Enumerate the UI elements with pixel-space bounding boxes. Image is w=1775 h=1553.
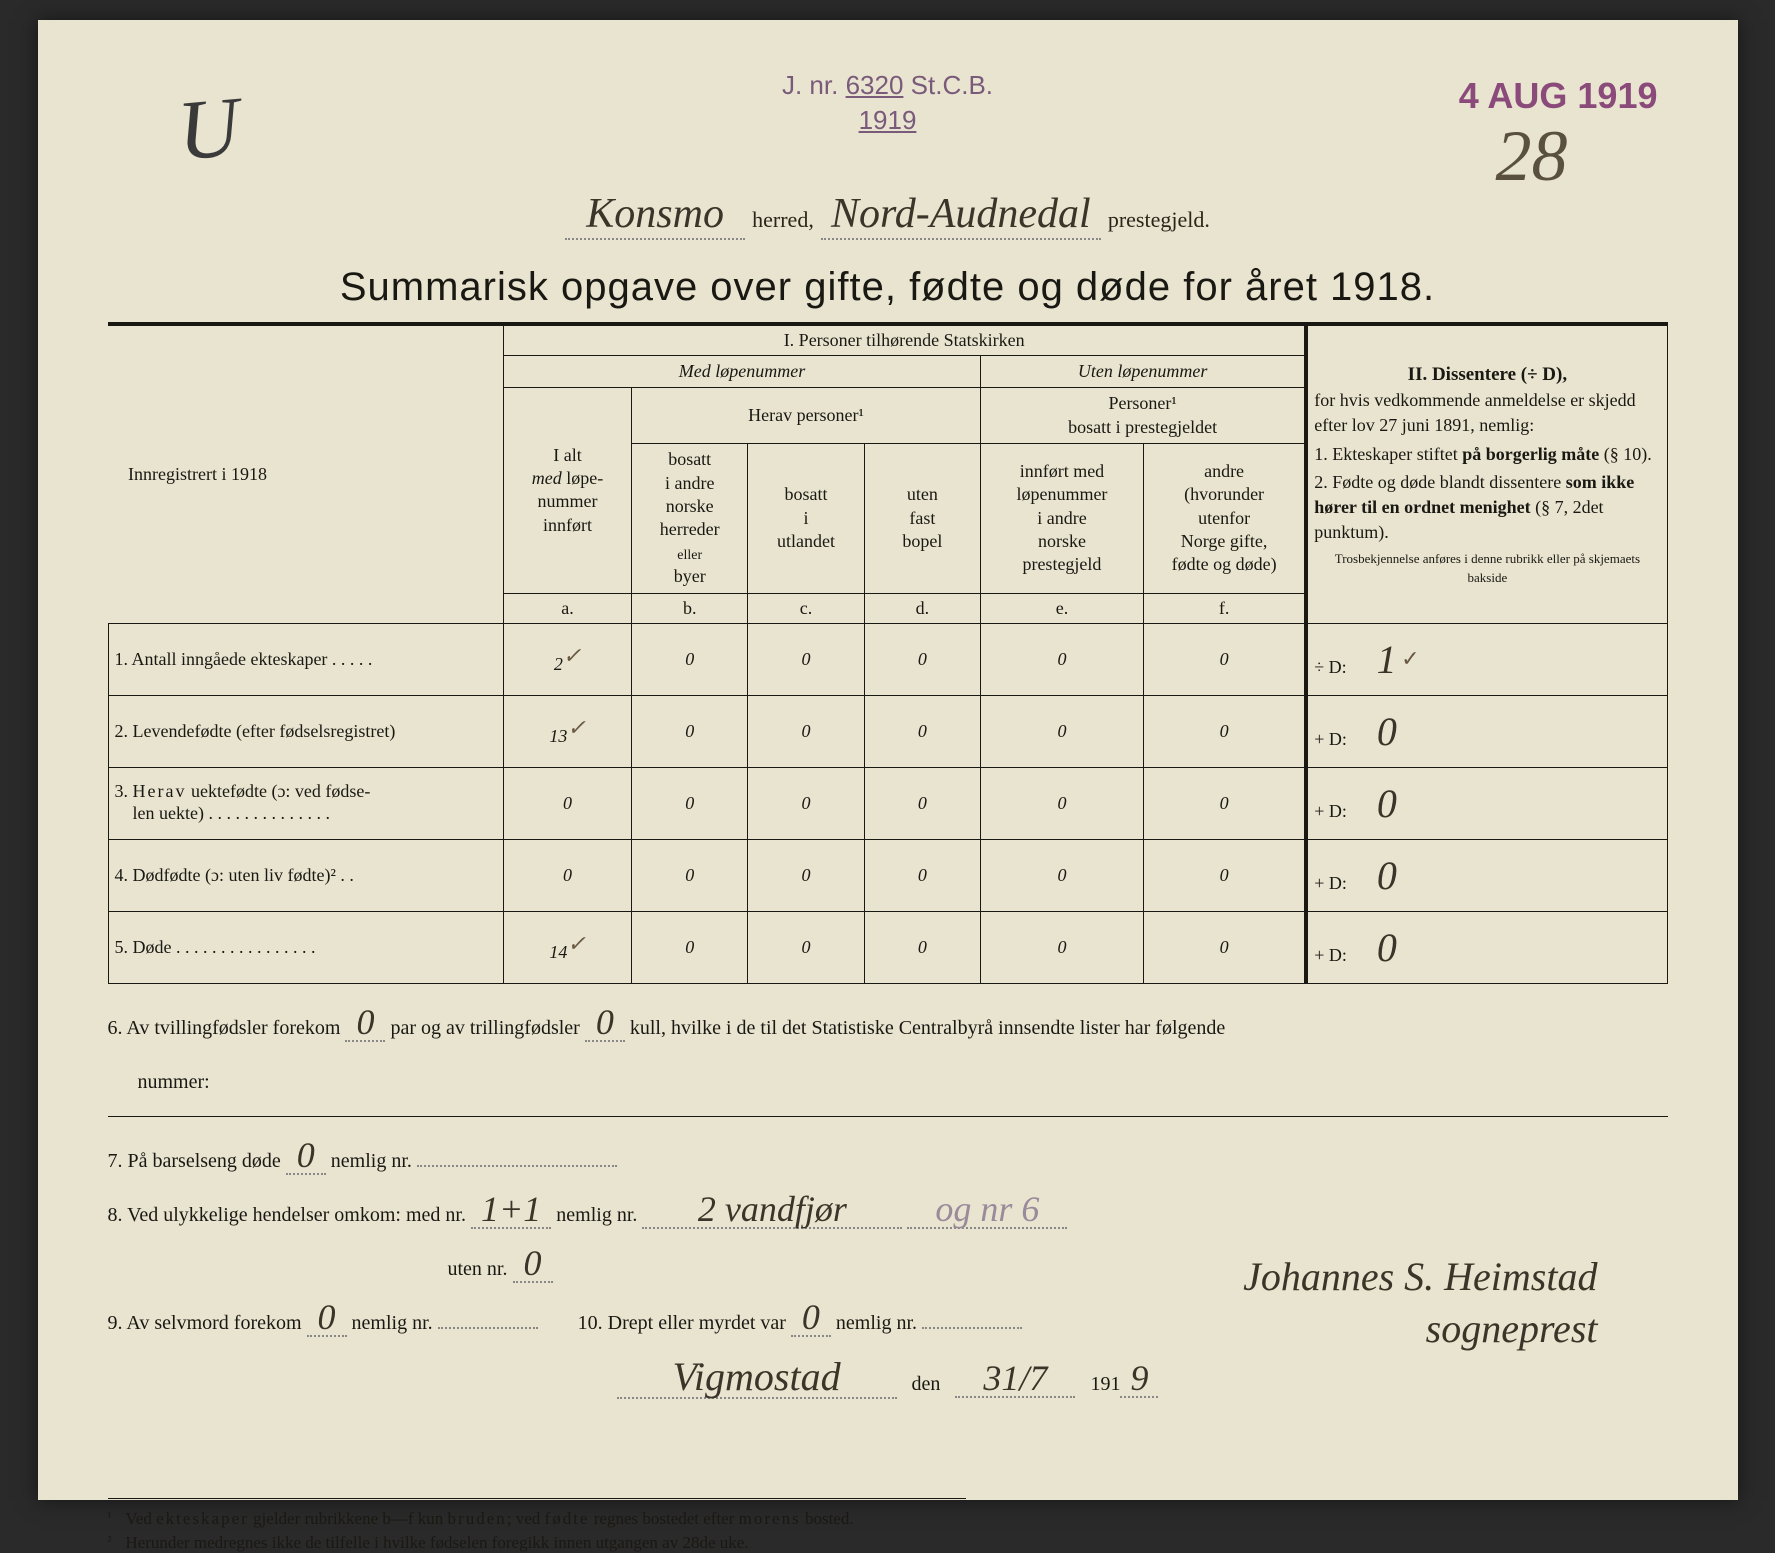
personer-bosatt-header: Personer¹bosatt i prestegjeldet	[981, 388, 1307, 444]
cell-f: 0	[1143, 839, 1306, 911]
cell-f: 0	[1143, 695, 1306, 767]
jnr-suffix: St.C.B.	[911, 70, 993, 100]
innregistrert-header: Innregistrert i 1918	[108, 326, 504, 623]
footnotes: ¹ Ved ekteskaper gjelder rubrikkene b—f …	[108, 1498, 966, 1553]
signature: Johannes S. Heimstad sogneprest	[1243, 1251, 1597, 1355]
col-f-header: andre(hvorunderutenforNorge gifte,fødte …	[1143, 444, 1306, 593]
cell-e: 0	[981, 695, 1144, 767]
cell-f: 0	[1143, 911, 1306, 983]
cell-b: 0	[632, 839, 748, 911]
dissenter-note: Trosbekjennelse anføres i denne rubrikk …	[1314, 550, 1660, 586]
cell-c: 0	[748, 839, 864, 911]
line-8: 8. Ved ulykkelige hendelser omkom: med n…	[108, 1191, 1668, 1239]
cell-d: 0	[864, 623, 980, 695]
line-6: 6. Av tvillingfødsler forekom 0 par og a…	[108, 1004, 1668, 1052]
cell-a: 13✓	[504, 695, 632, 767]
section2-header: II. Dissentere (÷ D), for hvis vedkommen…	[1306, 326, 1667, 623]
main-title: Summarisk opgave over gifte, fødte og dø…	[108, 265, 1668, 310]
cell-b: 0	[632, 695, 748, 767]
line-7: 7. På barselseng døde 0 nemlig nr.	[108, 1137, 1668, 1185]
table-row: 1. Antall inngåede ekteskaper . . . . . …	[108, 623, 1667, 695]
row-label: 5. Døde . . . . . . . . . . . . . . . .	[108, 911, 504, 983]
date-line: Vigmostad den 31/7 1919	[108, 1357, 1668, 1408]
row-label: 4. Dødfødte (ɔ: uten liv fødte)² . .	[108, 839, 504, 911]
received-date-stamp: 4 AUG 1919	[1459, 75, 1658, 117]
col-letter-d: d.	[864, 593, 980, 623]
cell-e: 0	[981, 839, 1144, 911]
med-lopenummer-header: Med løpenummer	[504, 356, 981, 388]
cell-b: 0	[632, 911, 748, 983]
main-table: Innregistrert i 1918 I. Personer tilhøre…	[108, 326, 1668, 984]
cell-dissenter: + D:0	[1306, 767, 1667, 839]
prestegjeld-value: Nord-Audnedal	[821, 190, 1101, 240]
cell-d: 0	[864, 767, 980, 839]
cell-b: 0	[632, 767, 748, 839]
cell-dissenter: + D:0	[1306, 911, 1667, 983]
cell-c: 0	[748, 911, 864, 983]
col-c-header: bosattiutlandet	[748, 444, 864, 593]
table-row: 2. Levendefødte (efter fødselsregistret)…	[108, 695, 1667, 767]
cell-d: 0	[864, 695, 980, 767]
dissenter-text: for hvis vedkommende anmeldelse er skjed…	[1314, 388, 1660, 438]
cell-c: 0	[748, 623, 864, 695]
row-label: 2. Levendefødte (efter fødselsregistret)	[108, 695, 504, 767]
cell-c: 0	[748, 767, 864, 839]
cell-dissenter: ÷ D:1 ✓	[1306, 623, 1667, 695]
col-d-header: utenfastbopel	[864, 444, 980, 593]
page-number: 28	[1496, 115, 1568, 198]
cell-d: 0	[864, 839, 980, 911]
jnr-number: 6320	[846, 70, 904, 100]
signature-title: sogneprest	[1243, 1303, 1597, 1355]
cell-f: 0	[1143, 767, 1306, 839]
journal-number-stamp: J. nr. 6320 St.C.B. 1919	[782, 70, 993, 136]
jnr-year: 1919	[782, 105, 993, 136]
jnr-label: J. nr.	[782, 70, 838, 100]
left-stamp-mark: U	[173, 78, 243, 181]
section1-header: I. Personer tilhørende Statskirken	[504, 326, 1307, 356]
herav-personer-header: Herav personer¹	[632, 388, 981, 444]
prestegjeld-label: prestegjeld.	[1108, 207, 1210, 232]
document-page: U J. nr. 6320 St.C.B. 1919 4 AUG 1919 28…	[38, 20, 1738, 1500]
cell-e: 0	[981, 911, 1144, 983]
cell-e: 0	[981, 623, 1144, 695]
cell-d: 0	[864, 911, 980, 983]
col-b-header: bosatti andrenorskeherrederellerbyer	[632, 444, 748, 593]
cell-dissenter: + D:0	[1306, 695, 1667, 767]
cell-f: 0	[1143, 623, 1306, 695]
herred-label: herred,	[752, 207, 814, 232]
table-row: 4. Dødfødte (ɔ: uten liv fødte)² . . 0 0…	[108, 839, 1667, 911]
uten-lopenummer-header: Uten løpenummer	[981, 356, 1307, 388]
cell-a: 0	[504, 839, 632, 911]
section2-title: II. Dissentere (÷ D),	[1408, 364, 1567, 385]
cell-b: 0	[632, 623, 748, 695]
cell-dissenter: + D:0	[1306, 839, 1667, 911]
left-stamp: U	[173, 78, 243, 181]
col-e-header: innført medløpenummeri andrenorskepreste…	[981, 444, 1144, 593]
cell-e: 0	[981, 767, 1144, 839]
col-letter-c: c.	[748, 593, 864, 623]
table-row: 5. Døde . . . . . . . . . . . . . . . . …	[108, 911, 1667, 983]
footnote-1: ¹ Ved ekteskaper gjelder rubrikkene b—f …	[108, 1509, 966, 1529]
cell-a: 0	[504, 767, 632, 839]
herred-value: Konsmo	[565, 190, 745, 240]
table-row: 3. Herav uektefødte (ɔ: ved fødse- len u…	[108, 767, 1667, 839]
col-a-header: I altmed løpe-nummerinnført	[504, 388, 632, 593]
col-letter-a: a.	[504, 593, 632, 623]
header-line: Konsmo herred, Nord-Audnedal prestegjeld…	[108, 190, 1668, 240]
cell-a: 2✓	[504, 623, 632, 695]
row-label: 1. Antall inngåede ekteskaper . . . . .	[108, 623, 504, 695]
cell-a: 14✓	[504, 911, 632, 983]
row-label: 3. Herav uektefødte (ɔ: ved fødse- len u…	[108, 767, 504, 839]
line-6-cont: nummer:	[138, 1058, 1668, 1106]
col-letter-e: e.	[981, 593, 1144, 623]
cell-c: 0	[748, 695, 864, 767]
col-letter-b: b.	[632, 593, 748, 623]
divider	[108, 1116, 1668, 1117]
signature-name: Johannes S. Heimstad	[1243, 1251, 1597, 1303]
col-letter-f: f.	[1143, 593, 1306, 623]
